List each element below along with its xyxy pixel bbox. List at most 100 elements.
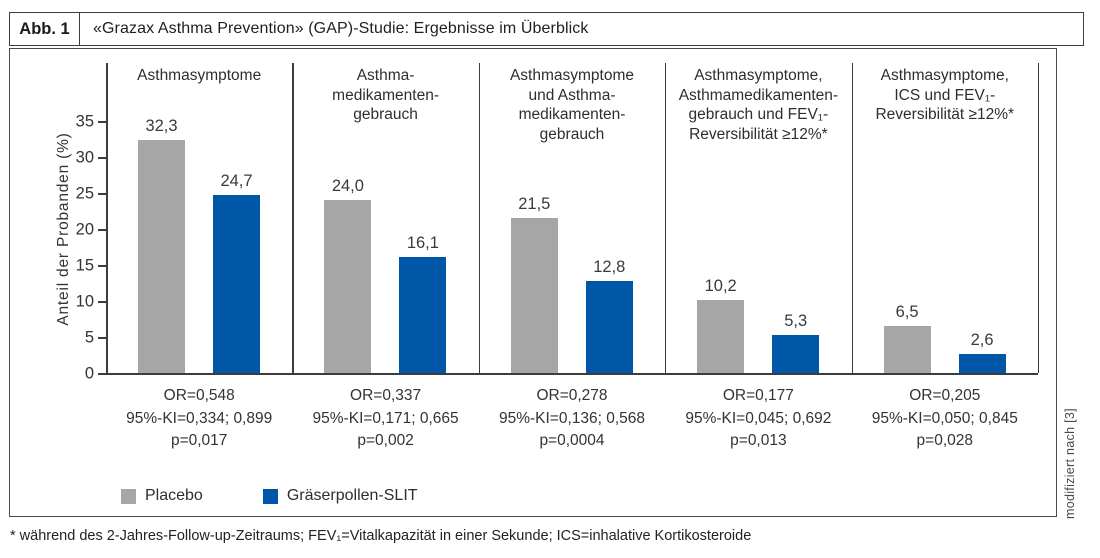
placebo-swatch: [121, 488, 136, 504]
legend: Placebo Gräserpollen-SLIT: [121, 487, 418, 505]
panel-header-line: ICS und FEV₁-: [894, 86, 996, 104]
panel-header: Asthmasymptome, ICS und FEV₁- Reversibilit…: [852, 66, 1038, 125]
stats-line: p=0,017: [170, 432, 228, 449]
stats-line: p=0,013: [730, 432, 787, 449]
slit-swatch: [262, 488, 278, 504]
panel-stats: OR=0,177 95%-KI=0,045; 0,692 p=0,013: [665, 385, 851, 453]
panel-divider: [665, 63, 667, 373]
panel-stats: OR=0,205 95%-KI=0,050; 0,845 p=0,028: [852, 385, 1038, 453]
panel-header: Asthma-medikamenten-gebrauch: [292, 66, 478, 125]
panel-divider: [292, 63, 294, 373]
placebo-bar: [510, 218, 558, 373]
panel-header-line: Asthma-: [356, 67, 415, 84]
placebo-bar-value: 21,5: [518, 195, 551, 213]
stats-line: OR=0,337: [350, 387, 422, 404]
stats-line: OR=0,548: [163, 387, 235, 404]
stats-line: 95%-KI=0,050; 0,845: [871, 409, 1018, 427]
placebo-bar: [697, 300, 745, 373]
y-tick: [98, 157, 106, 159]
stats-line: 95%-KI=0,045; 0,692: [685, 409, 832, 427]
placebo-bar: [324, 200, 372, 373]
y-tick-label: 15: [75, 256, 94, 275]
y-tick-label: 20: [75, 220, 94, 239]
slit-bar: [585, 281, 633, 373]
stats-line: 95%-KI=0,136; 0,568: [498, 409, 646, 427]
panel-header-line: gebrauch: [353, 106, 418, 123]
panel-5: Asthmasymptome, ICS und FEV₁- Reversibilit…: [852, 63, 1038, 373]
y-tick-label: 25: [75, 184, 94, 203]
panel-header-line: gebrauch und FEV₁-: [688, 106, 829, 123]
y-tick-label: 0: [84, 364, 94, 383]
stats-line: p=0,002: [357, 432, 414, 449]
y-axis-line: [106, 63, 108, 373]
plot-right-border: [1038, 63, 1040, 373]
figure-title: «Grazax Asthma Prevention» (GAP)-Studie:…: [93, 20, 589, 37]
footnote: * während des 2-Jahres-Follow-up-Zeitrau…: [10, 528, 752, 544]
slit-bar-value: 2,6: [970, 331, 994, 349]
panel-header-line: medikamenten-: [332, 86, 439, 104]
x-axis-baseline: [106, 373, 1038, 375]
placebo-bar-value: 10,2: [704, 277, 737, 295]
panel-header-line: Asthmasymptome: [137, 67, 262, 84]
placebo-bar-value: 24,0: [331, 177, 364, 195]
y-tick: [98, 337, 106, 339]
slit-bar-value: 16,1: [406, 234, 439, 252]
y-tick: [98, 193, 106, 195]
slit-bar-value: 5,3: [784, 312, 808, 330]
y-tick: [98, 265, 106, 267]
legend-item-slit: Gräserpollen-SLIT: [262, 487, 418, 505]
placebo-bar-value: 6,5: [895, 303, 919, 321]
panel-header-line: gebrauch: [539, 125, 605, 143]
panel-header-line: medikamenten-: [518, 106, 626, 123]
slit-bar-value: 24,7: [220, 172, 253, 190]
panel-header-line: Asthmamedikamenten-: [678, 86, 839, 104]
panel-divider: [851, 63, 853, 373]
stats-line: 95%-KI=0,334; 0,899: [126, 409, 273, 427]
panel-2: Asthma-medikamenten-gebrauch 24,0 16,1: [292, 63, 478, 373]
panel-header: Asthmasymptome: [106, 66, 292, 86]
slit-bar: [772, 335, 820, 373]
panel-header-line: Asthmasymptome,: [880, 67, 1009, 84]
panel-header-line: Reversibilität ≥12%*: [689, 125, 828, 143]
stats-line: OR=0,177: [722, 387, 794, 404]
stats-line: 95%-KI=0,171; 0,665: [312, 409, 459, 427]
y-tick-label: 30: [75, 148, 94, 167]
stats-line: OR=0,278: [536, 387, 608, 404]
source-note: modifiziert nach [3]: [1063, 408, 1077, 519]
panel-header: Asthmasymptome, Asthmamedikamenten-gebrau…: [665, 66, 851, 144]
panel-header-line: Reversibilität ≥12%*: [875, 106, 1015, 123]
y-tick-label: 5: [84, 328, 94, 347]
panel-1: Asthmasymptome 32,3 24,7: [106, 63, 292, 373]
panel-stats: OR=0,278 95%-KI=0,136; 0,568 p=0,0004: [479, 385, 665, 453]
chart-box: Anteil der Probanden (%) 0 5 10 15 20 25 30 35 A…: [9, 48, 1057, 517]
panel-stats: OR=0,337 95%-KI=0,171; 0,665 p=0,002: [292, 385, 478, 453]
placebo-bar: [883, 326, 931, 373]
slit-bar: [399, 257, 447, 373]
placebo-bar-value: 32,3: [145, 117, 178, 135]
stats-line: p=0,0004: [539, 432, 605, 449]
panel-3: Asthmasymptome und Asthma-medikamenten-ge…: [479, 63, 665, 373]
panel-header-line: und Asthma-: [528, 86, 616, 104]
slit-bar: [213, 195, 260, 373]
legend-label: Gräserpollen-SLIT: [286, 487, 418, 504]
slit-bar: [958, 354, 1006, 373]
panel-header: Asthmasymptome und Asthma-medikamenten-ge…: [479, 66, 665, 144]
stats-line: OR=0,205: [909, 387, 981, 404]
y-tick-label: 35: [75, 112, 94, 131]
legend-item-placebo: Placebo: [121, 487, 203, 505]
y-tick: [98, 121, 106, 123]
y-tick: [98, 373, 106, 375]
panel-divider: [478, 63, 481, 373]
panel-stats: OR=0,548 95%-KI=0,334; 0,899 p=0,017: [106, 385, 292, 453]
legend-label: Placebo: [145, 487, 203, 504]
placebo-bar: [138, 140, 185, 373]
y-tick-label: 10: [75, 292, 94, 311]
y-tick: [98, 229, 106, 231]
slit-bar-value: 12,8: [593, 258, 626, 276]
stats-line: p=0,028: [916, 432, 974, 449]
panel-4: Asthmasymptome, Asthmamedikamenten-gebrau…: [665, 63, 851, 373]
figure-title-bar: Abb. 1 «Grazax Asthma Prevention» (GAP)-…: [9, 12, 1084, 46]
figure-label: Abb. 1: [10, 13, 80, 45]
y-tick: [98, 301, 106, 303]
panel-header-line: Asthmasymptome: [509, 67, 635, 84]
